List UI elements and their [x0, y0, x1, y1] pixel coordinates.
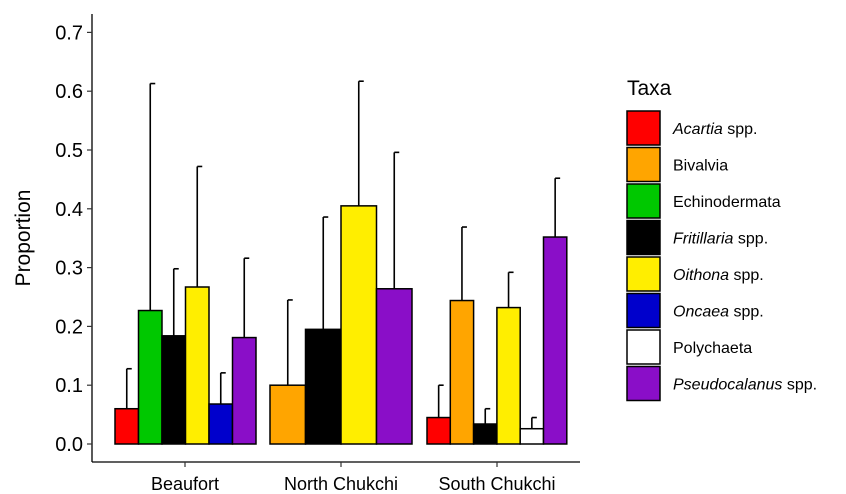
legend-item-oithona: Oithona spp.	[626, 256, 764, 292]
legend: Taxa Acartia spp. Bivalvia Echinodermata Fri…	[626, 77, 817, 402]
legend-label-acartia: Acartia spp.	[672, 121, 757, 138]
bar-pseudocalanus	[375, 288, 413, 445]
legend-label-echinodermata: Echinodermata	[673, 194, 781, 211]
legend-item-echinodermata: Echinodermata	[626, 183, 781, 219]
legend-item-oncaea: Oncaea spp.	[626, 292, 764, 329]
bar-bivalvia	[449, 299, 475, 445]
bar-bivalvia	[269, 384, 307, 445]
legend-label-fritillaria: Fritillaria spp.	[673, 231, 768, 248]
bar-acartia	[114, 407, 140, 445]
y-tick-label: 0.2	[55, 316, 83, 338]
legend-label-polychaeta: Polychaeta	[673, 340, 752, 357]
legend-item-pseudocalanus: Pseudocalanus spp.	[626, 365, 817, 402]
legend-swatch-oithona	[626, 256, 661, 292]
y-tick-label: 0.5	[55, 140, 83, 162]
legend-swatch-fritillaria	[626, 219, 661, 256]
legend-item-bivalvia: Bivalvia	[626, 146, 728, 183]
bar-group-north-chukchi	[269, 80, 413, 445]
legend-label-pseudocalanus: Pseudocalanus spp.	[673, 377, 817, 394]
bar-oncaea	[208, 403, 234, 445]
legend-swatch-acartia	[626, 110, 661, 146]
plot-area: 0.0 0.1 0.2 0.3 0.4 0.5 0.6 0.7 Proportion Beaufo…	[12, 14, 580, 494]
bar-acartia	[426, 416, 452, 445]
bar-echinodermata	[137, 309, 163, 445]
legend-swatch-echinodermata	[626, 183, 661, 219]
legend-swatch-polychaeta	[626, 329, 661, 365]
x-tick-label: North Chukchi	[284, 474, 398, 494]
bar-pseudocalanus	[542, 236, 568, 445]
legend-item-polychaeta: Polychaeta	[626, 329, 752, 365]
legend-swatch-pseudocalanus	[626, 365, 661, 402]
bar-fritillaria	[161, 335, 187, 445]
y-tick-label: 0.4	[55, 199, 83, 221]
legend-item-acartia: Acartia spp.	[626, 110, 757, 146]
legend-label-bivalvia: Bivalvia	[673, 158, 728, 175]
legend-label-oncaea: Oncaea spp.	[673, 304, 764, 321]
y-tick-label: 0.1	[55, 375, 83, 397]
bar-group-beaufort	[114, 82, 257, 445]
bar-pseudocalanus	[231, 336, 257, 445]
bar-oithona	[340, 205, 378, 445]
x-tick-label: Beaufort	[151, 474, 219, 494]
legend-swatch-oncaea	[626, 292, 661, 329]
y-tick-label: 0.0	[55, 434, 83, 456]
legend-item-fritillaria: Fritillaria spp.	[626, 219, 768, 256]
y-tick-label: 0.3	[55, 258, 83, 280]
y-axis-title: Proportion	[12, 190, 35, 287]
bar-oithona	[184, 286, 210, 445]
y-tick-label: 0.7	[55, 22, 83, 44]
bar-fritillaria	[472, 423, 498, 445]
y-tick-label: 0.6	[55, 81, 83, 103]
bar-polychaeta	[519, 427, 545, 445]
legend-swatch-bivalvia	[626, 146, 661, 183]
bar-group-south-chukchi	[426, 177, 568, 445]
bar-fritillaria	[304, 328, 342, 445]
legend-label-oithona: Oithona spp.	[673, 267, 764, 284]
legend-title: Taxa	[627, 77, 672, 100]
x-tick-label: South Chukchi	[438, 474, 555, 494]
bar-oithona	[496, 306, 521, 445]
